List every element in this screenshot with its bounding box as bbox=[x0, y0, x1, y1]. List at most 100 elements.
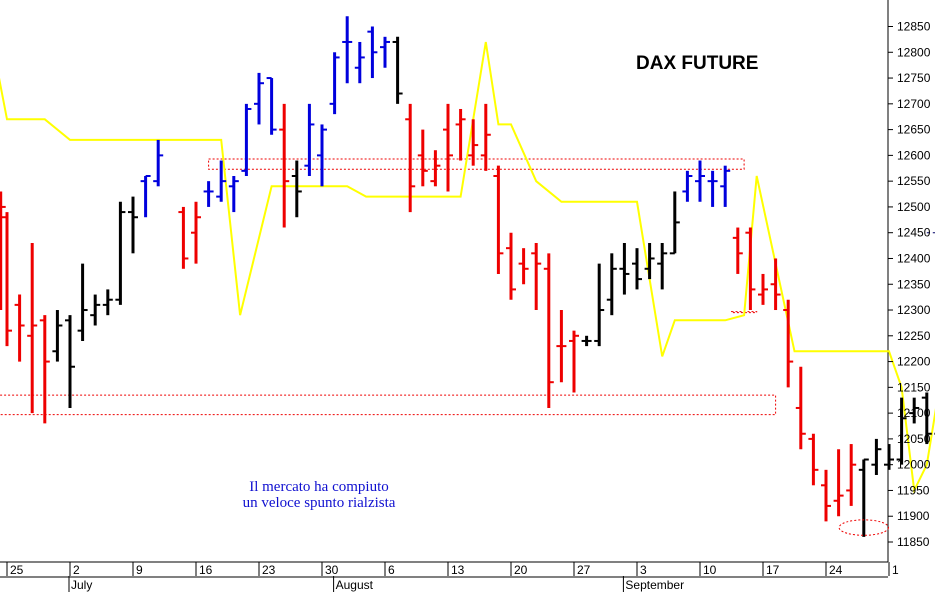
ohlc-bar bbox=[795, 366, 806, 450]
ohlc-bar bbox=[380, 36, 390, 68]
ohlc-bar bbox=[417, 129, 428, 187]
plot-background bbox=[0, 0, 888, 562]
ohlc-bar bbox=[0, 191, 6, 311]
y-tick-label: 12600 bbox=[897, 148, 931, 162]
month-label: July bbox=[71, 578, 92, 592]
ohlc-bar bbox=[543, 253, 554, 408]
x-tick-label: 16 bbox=[199, 563, 213, 577]
annotation-line-2: un veloce spunto rialzista bbox=[243, 495, 396, 511]
ohlc-bar bbox=[909, 397, 920, 424]
annotations-layer bbox=[838, 232, 935, 536]
ohlc-bar bbox=[329, 52, 340, 115]
ohlc-bar bbox=[153, 139, 164, 187]
ohlc-bar bbox=[468, 119, 479, 166]
ohlc-bar bbox=[279, 103, 290, 228]
ohlc-bar bbox=[430, 150, 441, 187]
x-tick-label: 1 bbox=[892, 563, 899, 577]
ohlc-bar bbox=[443, 103, 453, 192]
y-tick-label: 11950 bbox=[897, 483, 930, 497]
x-tick-label: 27 bbox=[577, 563, 591, 577]
ohlc-bar bbox=[367, 26, 378, 79]
x-tick-label: 3 bbox=[640, 563, 647, 577]
y-tick-label: 12050 bbox=[897, 432, 931, 446]
ohlc-bar bbox=[405, 103, 416, 213]
y-tick-label: 12750 bbox=[897, 71, 931, 85]
x-tick-label: 10 bbox=[703, 563, 717, 577]
ohlc-bar bbox=[606, 253, 617, 316]
x-tick-label: 9 bbox=[136, 563, 143, 577]
ohlc-bar bbox=[102, 289, 113, 316]
y-tick-label: 12850 bbox=[897, 20, 931, 34]
x-axis: 2529162330613202731017241OctobJulyAugust… bbox=[0, 562, 899, 592]
x-tick-label: 13 bbox=[451, 563, 465, 577]
ohlc-bar bbox=[77, 263, 88, 341]
x-tick-label: 25 bbox=[10, 563, 24, 577]
ohlc-bar bbox=[921, 392, 932, 445]
x-tick-label: 2 bbox=[73, 563, 80, 577]
ohlc-bar bbox=[228, 175, 239, 213]
y-tick-label: 12700 bbox=[897, 97, 931, 111]
ohlc-bar bbox=[632, 248, 642, 290]
ohlc-bar bbox=[833, 449, 844, 517]
ohlc-bar bbox=[657, 243, 668, 290]
x-tick-label: 30 bbox=[325, 563, 339, 577]
y-tick-label: 12450 bbox=[897, 226, 931, 240]
support-zone-0 bbox=[208, 158, 745, 170]
ohlc-bar bbox=[745, 227, 756, 311]
ohlc-bar bbox=[896, 397, 907, 465]
ohlc-bar bbox=[531, 243, 542, 311]
x-tick-label: 6 bbox=[388, 563, 395, 577]
ohlc-bar bbox=[783, 299, 794, 388]
x-tick-label: 23 bbox=[262, 563, 276, 577]
ohlc-bar bbox=[178, 206, 189, 269]
y-tick-label: 12400 bbox=[897, 251, 931, 265]
ohlc-bar bbox=[871, 438, 882, 475]
bars-layer bbox=[0, 16, 935, 537]
y-axis: 11850 11900 11950 12000 12050 12100 12150 12200… bbox=[888, 20, 931, 549]
ohlc-bar bbox=[140, 174, 151, 218]
ohlc-bar bbox=[808, 433, 819, 486]
ohlc-bar bbox=[518, 248, 529, 285]
y-tick-label: 12000 bbox=[897, 458, 931, 472]
x-tick-label: 20 bbox=[514, 563, 528, 577]
y-tick-label: 12300 bbox=[897, 303, 931, 317]
x-tick-label: 24 bbox=[829, 563, 843, 577]
y-tick-label: 12350 bbox=[897, 277, 931, 291]
support-zone-1 bbox=[0, 394, 777, 416]
y-tick-label: 12800 bbox=[897, 45, 931, 59]
ohlc-bar bbox=[732, 227, 743, 274]
ohlc-bar bbox=[758, 273, 768, 305]
ohlc-bar bbox=[90, 294, 101, 326]
y-tick-label: 12150 bbox=[897, 380, 931, 394]
ohlc-bar bbox=[707, 170, 718, 207]
y-tick-label: 11900 bbox=[897, 509, 930, 523]
ohlc-bar bbox=[317, 124, 327, 187]
ohlc-bar bbox=[480, 103, 491, 171]
ohlc-bar bbox=[858, 458, 869, 537]
y-tick-label: 11850 bbox=[897, 535, 930, 549]
y-tick-label: 12500 bbox=[897, 200, 931, 214]
month-label: August bbox=[336, 578, 374, 592]
ohlc-bar bbox=[569, 330, 579, 393]
ohlc-bar bbox=[39, 315, 50, 424]
low-ellipse bbox=[838, 519, 889, 536]
ohlc-bar bbox=[770, 258, 781, 311]
y-tick-label: 12200 bbox=[897, 355, 931, 369]
ohlc-bar bbox=[115, 201, 126, 305]
y-tick-label: 12650 bbox=[897, 123, 931, 137]
ohlc-bar bbox=[191, 201, 201, 264]
annotation-line-1: Il mercato ha compiuto bbox=[249, 479, 389, 495]
ohlc-bar bbox=[304, 103, 315, 176]
ohlc-bar bbox=[291, 160, 302, 218]
y-tick-label: 12550 bbox=[897, 174, 931, 188]
ohlc-bar bbox=[669, 191, 680, 255]
ohlc-bar bbox=[14, 294, 25, 362]
ohlc-bar bbox=[581, 335, 592, 347]
y-tick-label: 12100 bbox=[897, 406, 931, 420]
ohlc-bar bbox=[342, 16, 353, 84]
ohlc-bar bbox=[128, 196, 138, 254]
y-tick-label: 12250 bbox=[897, 329, 931, 343]
ohlc-bar bbox=[644, 243, 655, 280]
ohlc-bar bbox=[65, 315, 75, 408]
